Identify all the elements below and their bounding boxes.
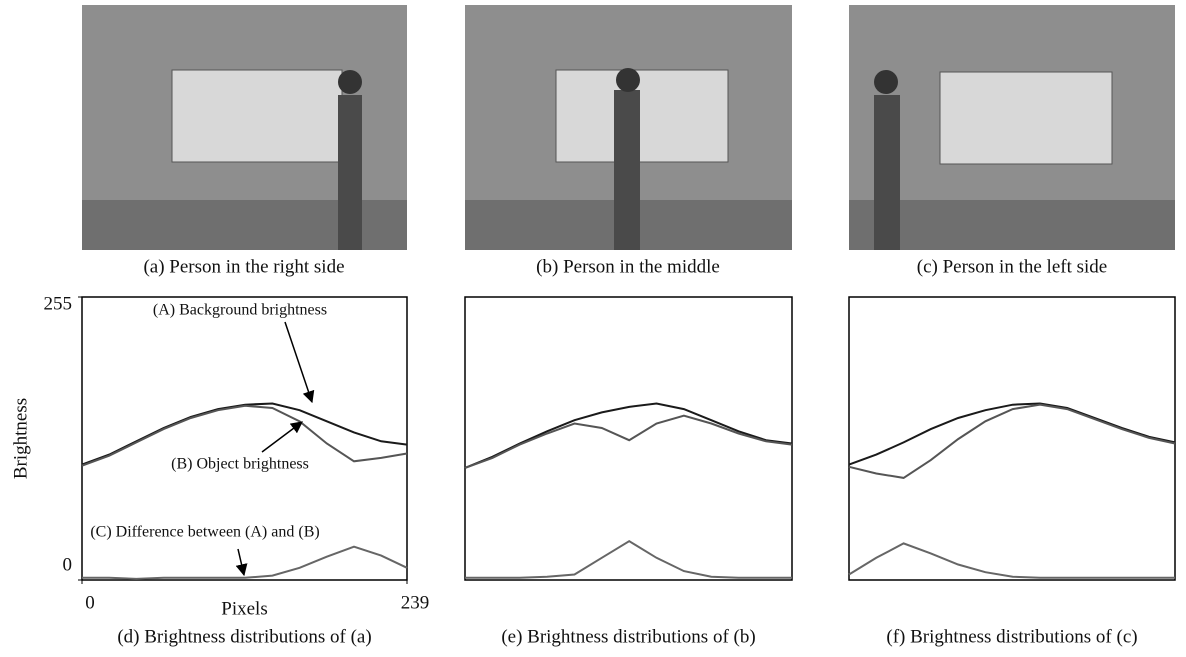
series-annotation: (C) Difference between (A) and (B) [90, 524, 319, 541]
annotation-arrow [238, 549, 244, 575]
chart-caption: (d) Brightness distributions of (a) [117, 626, 371, 647]
series-line [465, 541, 792, 578]
x-axis-label: Pixels [221, 598, 267, 619]
y-tick-label: 255 [44, 293, 73, 314]
annotation-arrow [262, 422, 302, 452]
series-line [849, 404, 1175, 465]
figure: (a) Person in the right side (b) Person … [0, 0, 1186, 657]
photo-caption: (b) Person in the middle [536, 256, 720, 277]
photo [849, 5, 1175, 250]
photo [82, 5, 407, 250]
y-axis-label: Brightness [10, 398, 31, 479]
chart-caption: (f) Brightness distributions of (c) [886, 626, 1137, 647]
annotation-arrow [285, 322, 312, 402]
chart-caption: (e) Brightness distributions of (b) [501, 626, 755, 647]
plot-frame [465, 297, 792, 580]
photo-caption: (a) Person in the right side [143, 256, 344, 277]
series-annotation: (A) Background brightness [153, 302, 327, 319]
photo [465, 5, 792, 250]
series-annotation: (B) Object brightness [171, 456, 309, 473]
series-line [849, 543, 1175, 577]
series-line [465, 416, 792, 468]
y-tick-label: 0 [63, 554, 73, 575]
plot-frame [849, 297, 1175, 580]
photo-caption: (c) Person in the left side [917, 256, 1107, 277]
series-line [849, 405, 1175, 478]
x-tick-label: 0 [85, 592, 95, 613]
x-tick-label: 239 [401, 592, 430, 613]
